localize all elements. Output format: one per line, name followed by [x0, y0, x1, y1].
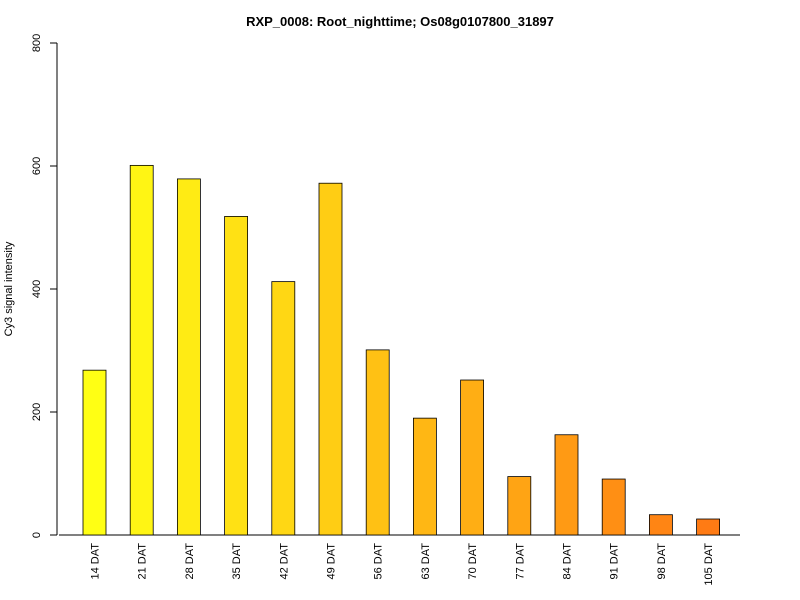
bar	[649, 514, 673, 536]
x-tick-label: 70 DAT	[467, 543, 479, 580]
x-tick-label: 21 DAT	[137, 543, 149, 580]
x-tick-label: 63 DAT	[420, 543, 432, 580]
bar	[507, 476, 532, 536]
y-axis-label: Cy3 signal intensity	[3, 241, 15, 336]
y-tick-label: 800	[31, 34, 43, 52]
x-tick-label: 49 DAT	[326, 543, 338, 580]
x-tick-label: 56 DAT	[373, 543, 385, 580]
x-tick-label: 98 DAT	[656, 543, 668, 580]
bar	[554, 434, 579, 536]
y-tick-label: 0	[31, 532, 43, 538]
y-tick-label: 200	[31, 403, 43, 421]
bar	[271, 281, 296, 536]
x-tick-label: 28 DAT	[184, 543, 196, 580]
x-tick-label: 91 DAT	[609, 543, 621, 580]
x-tick-label: 84 DAT	[562, 543, 574, 580]
bar	[365, 349, 390, 536]
bar	[224, 216, 249, 536]
chart-title: RXP_0008: Root_nighttime; Os08g0107800_3…	[246, 14, 554, 29]
bar	[176, 178, 201, 536]
y-tick-label: 400	[31, 280, 43, 298]
bar	[460, 379, 485, 536]
bar	[601, 478, 626, 536]
x-tick-label: 42 DAT	[278, 543, 290, 580]
bar	[129, 164, 154, 536]
x-tick-label: 105 DAT	[703, 543, 715, 586]
x-tick-label: 14 DAT	[90, 543, 102, 580]
bar	[696, 518, 720, 536]
x-tick-label: 77 DAT	[514, 543, 526, 580]
y-tick-label: 600	[31, 157, 43, 175]
bar	[318, 182, 343, 536]
x-tick-label: 35 DAT	[231, 543, 243, 580]
x-axis: 14 DAT 21 DAT 28 DAT 35 DAT 42 DAT 49 DAT 56 D…	[59, 534, 740, 586]
bars	[82, 164, 720, 536]
bar	[82, 369, 107, 536]
y-axis: 0 200 400 600 800	[31, 34, 58, 538]
bar	[412, 417, 437, 536]
